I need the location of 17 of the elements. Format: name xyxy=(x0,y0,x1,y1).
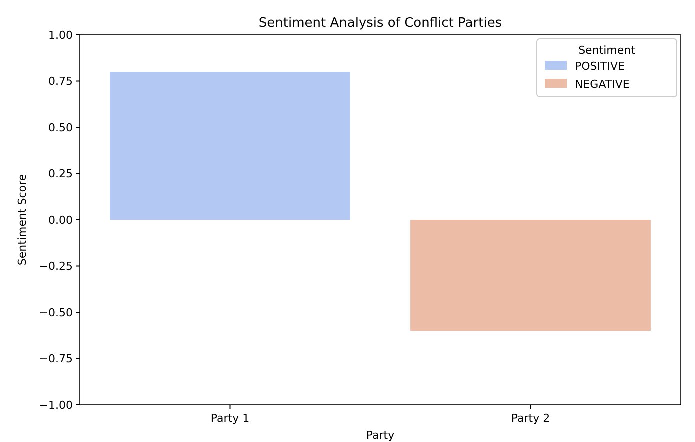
y-tick-label: −0.25 xyxy=(39,260,73,274)
legend-label: NEGATIVE xyxy=(575,78,630,91)
legend-title: Sentiment xyxy=(578,44,636,57)
x-tick-label: Party 1 xyxy=(210,412,250,425)
chart-title: Sentiment Analysis of Conflict Parties xyxy=(258,16,502,31)
y-tick-label: −0.50 xyxy=(39,306,73,320)
y-tick-label: 1.00 xyxy=(48,28,73,42)
x-axis-title: Party xyxy=(366,429,396,442)
y-tick-label: −0.75 xyxy=(39,352,73,366)
legend-label: POSITIVE xyxy=(575,60,626,73)
x-tick-label: Party 2 xyxy=(511,412,550,425)
y-tick-label: 0.50 xyxy=(48,121,73,134)
y-tick-label: −1.00 xyxy=(39,398,73,412)
y-axis-title: Sentiment Score xyxy=(16,174,29,266)
y-tick-label: 0.25 xyxy=(48,168,73,181)
y-tick-label: 0.75 xyxy=(48,75,73,88)
y-tick-label: 0.00 xyxy=(48,214,73,227)
